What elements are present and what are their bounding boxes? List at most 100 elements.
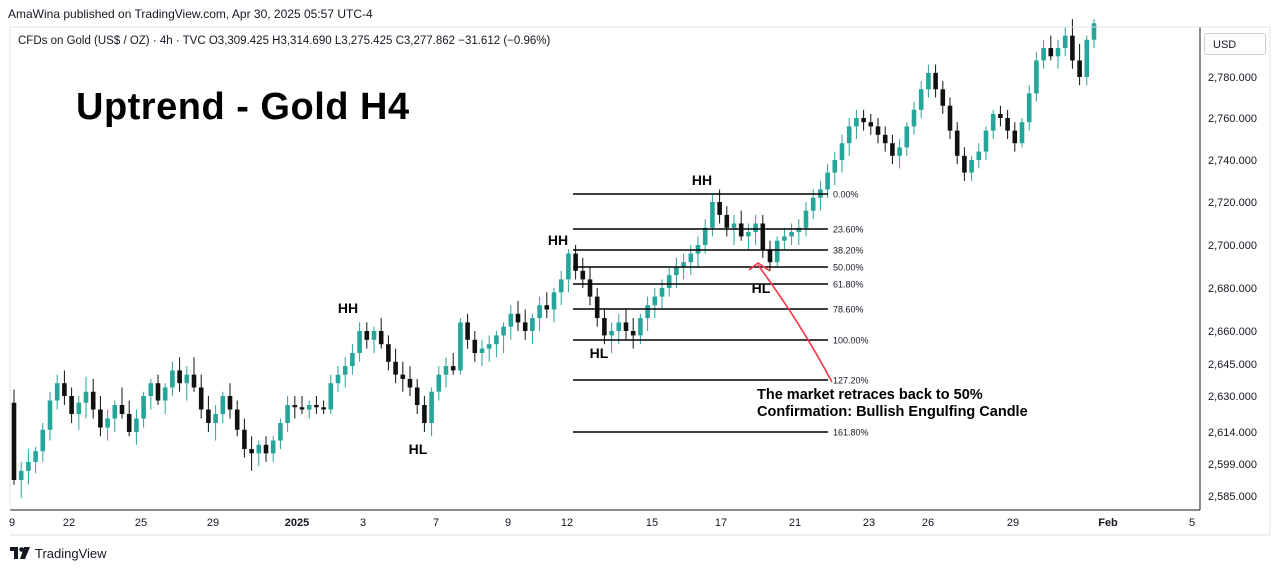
- candle: [472, 331, 478, 362]
- candle: [638, 313, 643, 345]
- candle-body: [278, 423, 283, 441]
- candle-body: [234, 409, 240, 430]
- candle: [861, 109, 866, 131]
- candle: [918, 81, 924, 118]
- candle-body: [947, 105, 953, 131]
- candle: [940, 81, 946, 114]
- pivot-label: HL: [409, 441, 428, 457]
- y-tick-label: 2,645.000: [1208, 359, 1257, 371]
- candle-body: [11, 402, 17, 480]
- candle-body: [702, 227, 708, 245]
- candle: [47, 391, 53, 441]
- retrace-arrow: [748, 262, 833, 383]
- candle-body: [810, 197, 816, 211]
- candle-body: [1041, 48, 1046, 61]
- arrow-head: [748, 262, 771, 272]
- candle-body: [306, 405, 312, 410]
- candle: [393, 348, 398, 384]
- candle: [213, 405, 218, 441]
- candle-body: [450, 366, 456, 371]
- candle: [407, 366, 413, 396]
- candle: [954, 122, 960, 165]
- y-tick-label: 2,680.000: [1208, 283, 1257, 295]
- candle: [796, 219, 802, 245]
- pivot-label: HH: [548, 232, 568, 248]
- candle-body: [630, 331, 636, 336]
- candle-body: [760, 223, 766, 250]
- candle: [1077, 43, 1082, 86]
- candle: [378, 318, 384, 349]
- candle: [911, 101, 917, 135]
- candle-body: [573, 253, 578, 271]
- currency-button[interactable]: USD: [1204, 33, 1266, 55]
- candle: [18, 461, 24, 499]
- candle: [436, 366, 442, 401]
- candle-body: [962, 155, 967, 173]
- y-tick-label: 2,630.000: [1208, 391, 1257, 403]
- fib-level-label: 23.60%: [833, 225, 864, 235]
- y-tick-label: 2,585.000: [1208, 491, 1257, 503]
- x-tick-label: Feb: [1098, 517, 1118, 529]
- candle-body: [198, 387, 204, 410]
- candle-body: [263, 444, 269, 454]
- candle: [486, 335, 492, 362]
- y-tick-label: 2,720.000: [1208, 197, 1257, 209]
- candle: [832, 151, 838, 186]
- footer-brand[interactable]: TradingView: [10, 545, 107, 561]
- candle: [177, 357, 182, 392]
- candle: [717, 189, 722, 224]
- candle-body: [940, 89, 946, 106]
- candle: [278, 418, 283, 450]
- y-tick-label: 2,660.000: [1208, 326, 1257, 338]
- candle: [76, 396, 82, 430]
- candle: [710, 193, 715, 237]
- candle-body: [105, 418, 110, 428]
- candle: [357, 322, 362, 362]
- fibonacci-retracement[interactable]: 0.00% 23.60% 38.20% 50.00% 61.80% 78.60% 100.0…: [573, 190, 869, 438]
- annotation-line-2: Confirmation: Bullish Engulfing Candle: [757, 404, 1028, 420]
- candle: [1005, 109, 1010, 139]
- y-tick-label: 2,700.000: [1208, 240, 1257, 252]
- candle-body: [688, 253, 694, 263]
- candle-body: [472, 339, 478, 353]
- fib-level-label: 50.00%: [833, 263, 864, 273]
- candle-body: [429, 391, 434, 423]
- candle-body: [1005, 118, 1010, 131]
- candle: [746, 223, 751, 250]
- symbol-ohlc-line[interactable]: CFDs on Gold (US$ / OZ) · 4h · TVC O3,30…: [18, 35, 551, 47]
- axes: 2,780.000 2,760.000 2,740.000 2,720.000 2,70…: [9, 26, 1271, 536]
- annotation-line-1: The market retraces back to 50%: [757, 387, 983, 403]
- candle-body: [537, 305, 542, 319]
- candle-body: [602, 318, 607, 336]
- candle: [371, 326, 377, 353]
- y-tick-label: 2,760.000: [1208, 113, 1257, 125]
- candle: [155, 374, 161, 405]
- candle-body: [1012, 130, 1018, 144]
- candle-body: [926, 72, 931, 90]
- candle-body: [918, 89, 924, 110]
- footer-brand-label: TradingView: [35, 545, 107, 561]
- candle-body: [350, 353, 355, 367]
- candle: [26, 449, 31, 485]
- candle-body: [558, 279, 564, 293]
- candle-body: [292, 405, 298, 408]
- candle: [630, 318, 636, 349]
- candle: [364, 322, 370, 349]
- candle-body: [904, 126, 910, 148]
- candle-body: [587, 279, 593, 297]
- candle: [206, 396, 211, 432]
- candle-body: [220, 396, 226, 414]
- candle: [976, 143, 982, 169]
- candle-body: [407, 378, 413, 388]
- candle-body: [242, 429, 247, 450]
- candle-body: [969, 160, 974, 173]
- candle-body: [731, 223, 737, 228]
- candle: [645, 296, 650, 331]
- candle: [386, 335, 391, 371]
- candle-body: [1084, 39, 1090, 77]
- candle: [335, 366, 341, 392]
- candle-body: [98, 409, 103, 428]
- candle-body: [933, 72, 938, 90]
- candle-body: [832, 160, 838, 173]
